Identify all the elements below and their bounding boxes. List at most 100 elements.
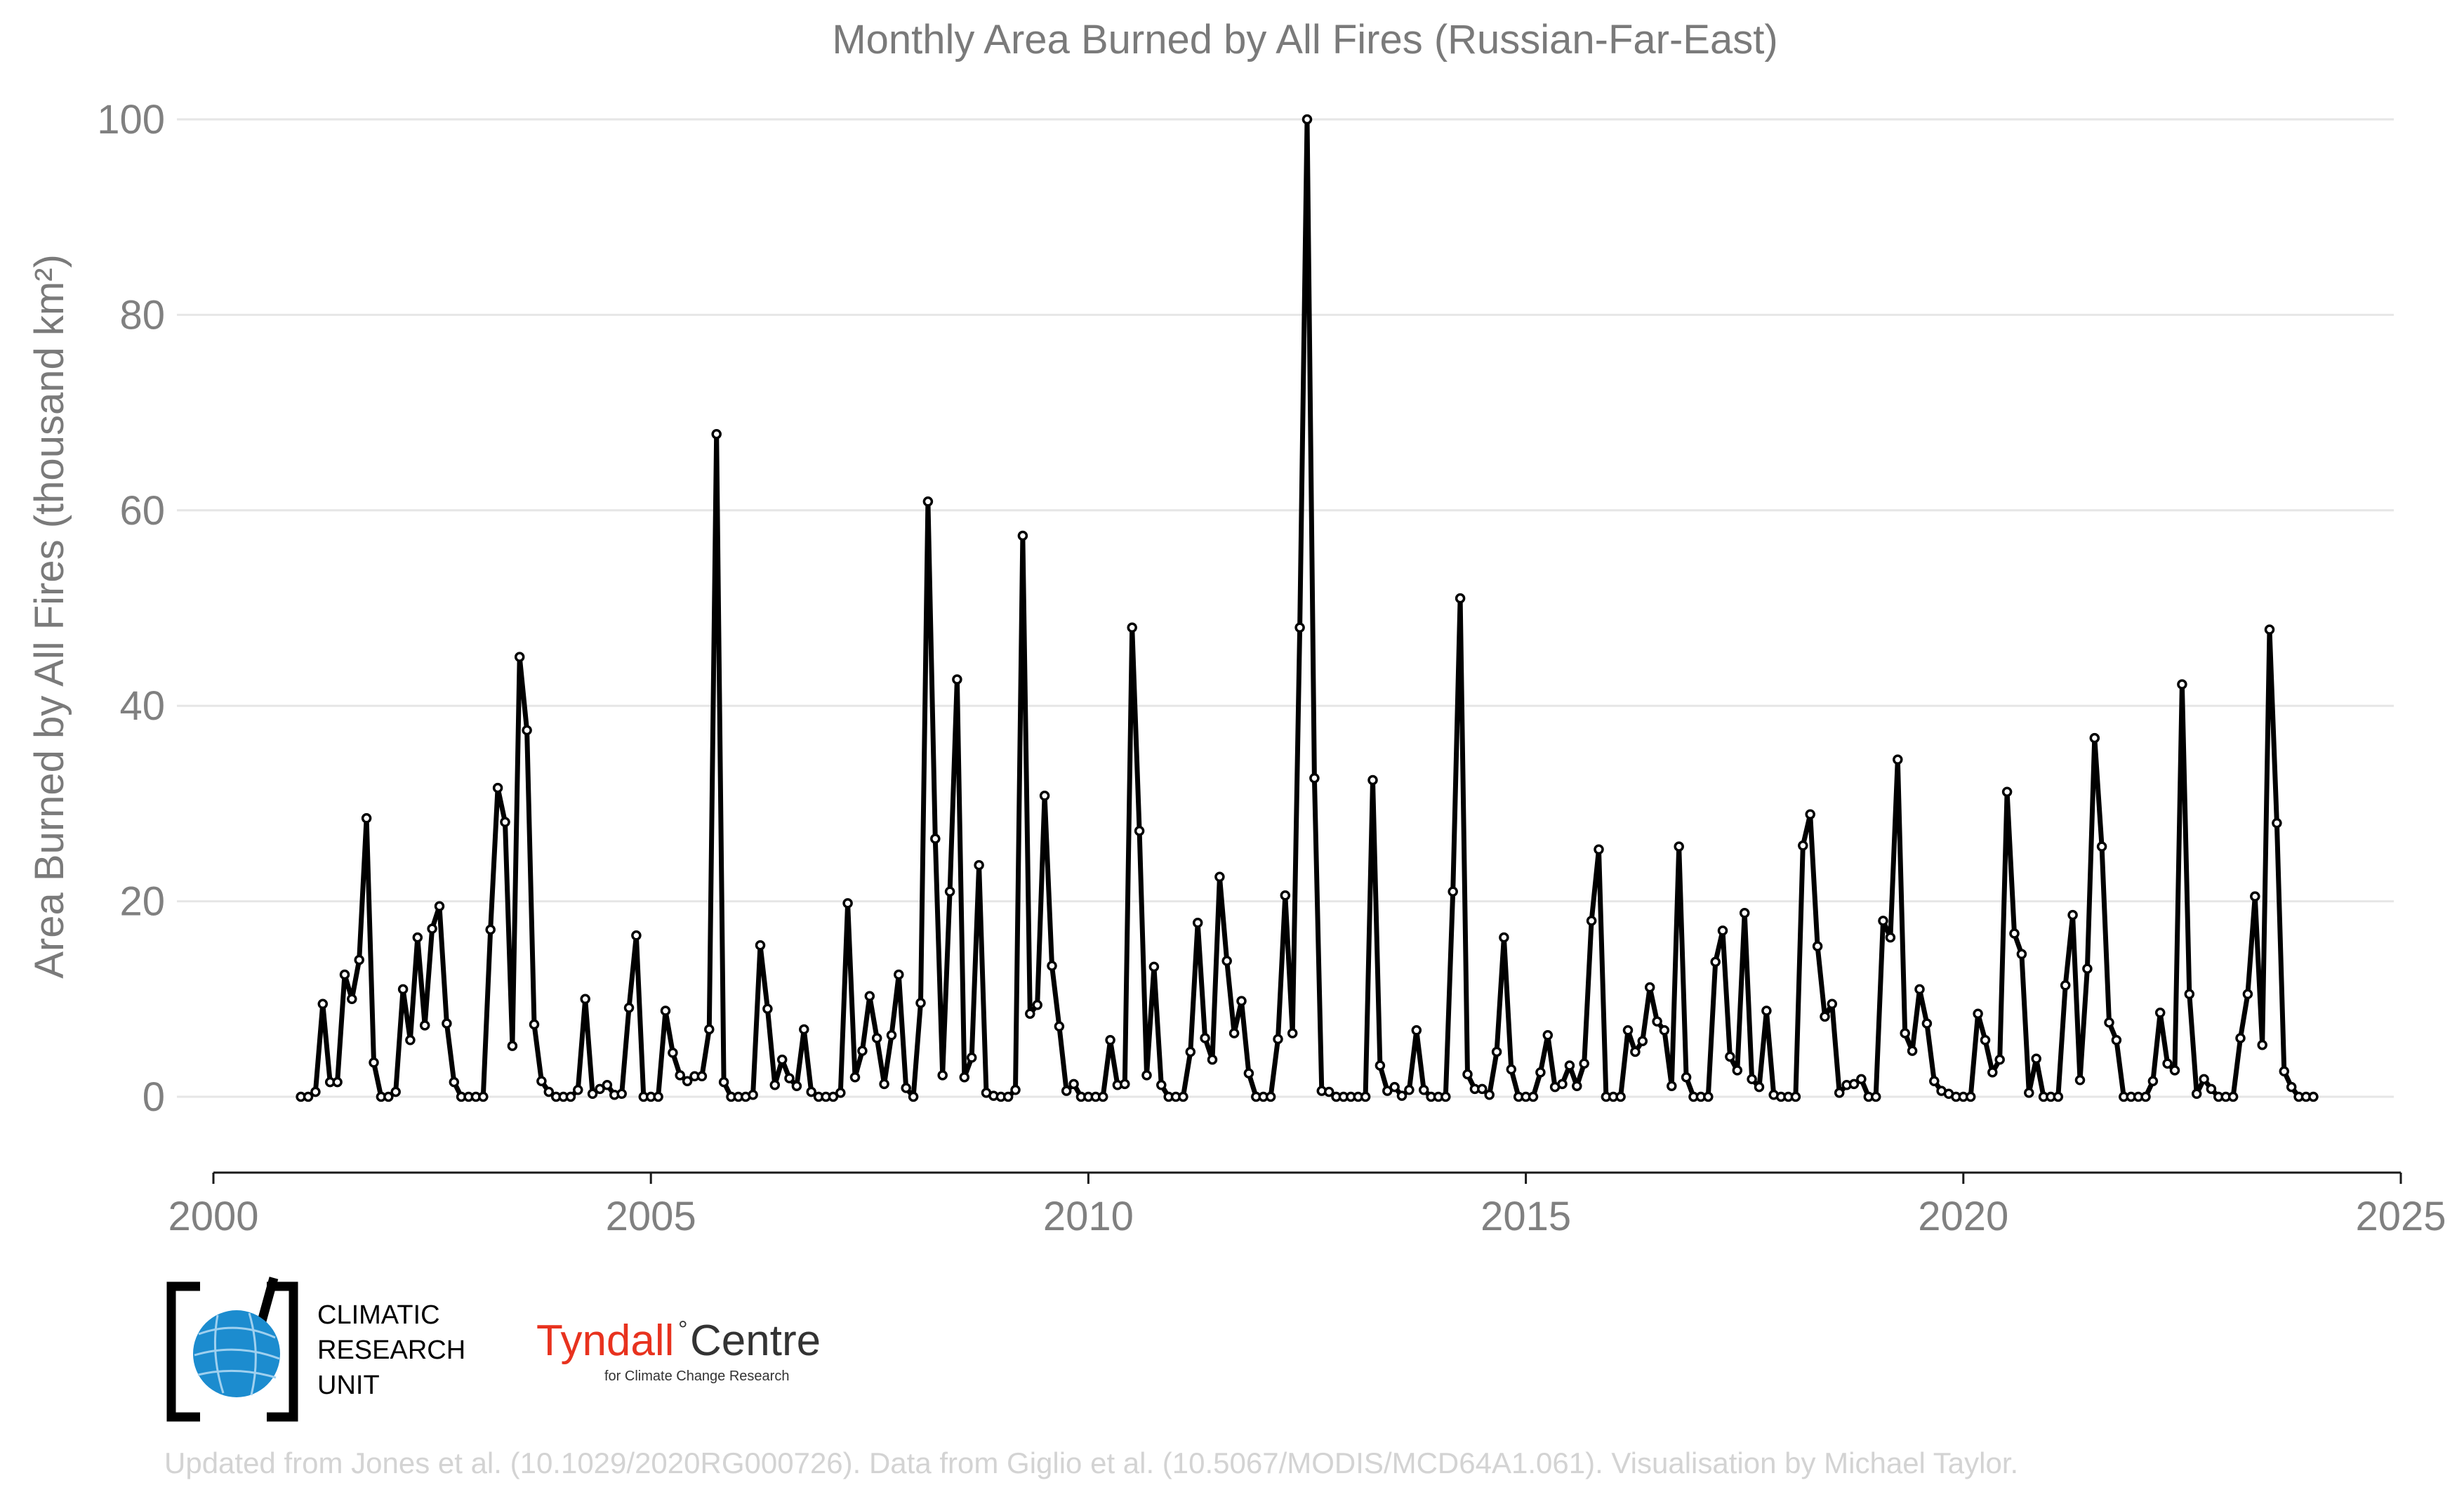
data-point	[2024, 1088, 2034, 1098]
cru-text-line3: UNIT	[317, 1371, 380, 1400]
x-tick-label: 2020	[1918, 1194, 2008, 1239]
data-point	[1455, 593, 1466, 604]
data-point	[762, 1003, 773, 1014]
cru-text-line1: CLIMATIC	[317, 1300, 440, 1330]
data-point	[310, 1086, 321, 1097]
y-axis-label: Area Burned by All Fires (thousand km²)	[27, 254, 72, 979]
data-point	[1856, 1074, 1867, 1085]
data-point	[1681, 1071, 1692, 1083]
data-point	[1280, 890, 1291, 901]
data-point	[1120, 1079, 1130, 1090]
data-point	[427, 923, 437, 934]
data-point	[682, 1076, 693, 1086]
data-point	[1141, 1070, 1152, 1081]
data-point	[1535, 1067, 1546, 1078]
data-point	[1973, 1008, 1983, 1019]
data-point	[718, 1076, 729, 1088]
y-gridlines	[177, 118, 2394, 1098]
data-point	[1214, 871, 1225, 883]
x-tick-label: 2005	[606, 1194, 696, 1239]
data-point	[1484, 1089, 1495, 1100]
data-point	[1827, 998, 1838, 1010]
data-point	[784, 1073, 795, 1083]
data-point	[1528, 1091, 1539, 1102]
data-point	[339, 969, 350, 980]
data-point	[2199, 1074, 2209, 1085]
data-point	[347, 994, 357, 1005]
data-point	[1389, 1081, 1400, 1093]
data-point	[704, 1024, 715, 1035]
data-point	[1870, 1091, 1881, 1102]
data-point	[580, 994, 590, 1005]
data-point	[1885, 932, 1896, 943]
data-point	[2111, 1035, 2122, 1046]
tyndall-centre: Centre	[690, 1317, 821, 1365]
data-point	[2001, 786, 2013, 797]
data-point	[894, 969, 904, 980]
data-point	[1265, 1091, 1276, 1102]
data-points	[296, 114, 2319, 1102]
data-point	[2016, 949, 2027, 960]
data-point	[1805, 809, 1815, 819]
data-point	[1068, 1079, 1079, 1090]
data-point	[1747, 1074, 1757, 1085]
data-point	[1900, 1028, 1910, 1038]
data-point	[1615, 1091, 1626, 1102]
data-point	[959, 1071, 970, 1083]
data-point	[2140, 1091, 2151, 1102]
data-point	[1375, 1060, 1386, 1071]
data-point	[1273, 1034, 1283, 1045]
data-point	[1659, 1025, 1670, 1036]
data-point	[1178, 1091, 1188, 1102]
data-point	[1243, 1068, 1254, 1079]
data-point	[1134, 826, 1145, 836]
data-point	[696, 1071, 708, 1082]
data-point	[1221, 956, 1232, 966]
cru-logo: CLIMATIC RESEARCH UNIT	[166, 1277, 465, 1422]
data-point	[1097, 1091, 1108, 1102]
data-point	[1790, 1091, 1801, 1102]
data-point	[536, 1076, 547, 1086]
data-point	[1644, 982, 1655, 993]
data-point	[2235, 1033, 2246, 1043]
data-point	[1418, 1085, 1429, 1095]
x-tick-label: 2015	[1481, 1194, 1571, 1239]
data-point	[2272, 817, 2282, 829]
data-point	[1667, 1081, 1677, 1091]
data-point	[485, 924, 496, 935]
data-point	[857, 1046, 868, 1056]
data-point	[952, 674, 962, 685]
data-point	[412, 932, 423, 943]
data-point	[2169, 1065, 2180, 1076]
data-point	[602, 1080, 613, 1090]
data-point	[791, 1081, 802, 1091]
data-point	[1287, 1028, 1298, 1038]
data-point	[1039, 791, 1050, 801]
data-point	[2060, 980, 2071, 991]
data-point	[369, 1057, 379, 1068]
data-point	[492, 782, 503, 793]
data-point	[864, 991, 875, 1001]
tyndall-name: Tyndall	[536, 1317, 674, 1365]
data-point	[930, 833, 941, 844]
data-point	[711, 428, 722, 440]
data-point	[1739, 908, 1750, 918]
data-point	[1732, 1065, 1743, 1076]
cru-bracket-icon	[166, 1277, 298, 1422]
y-tick-labels: 0 20 40 60 80 100	[97, 97, 165, 1120]
data-point	[1914, 984, 1925, 995]
data-point	[1929, 1076, 1940, 1086]
data-point	[1047, 961, 1057, 971]
x-ticks	[212, 1173, 2402, 1184]
x-tick-label: 2000	[168, 1194, 258, 1239]
data-point	[1491, 1046, 1502, 1057]
data-point	[1703, 1091, 1714, 1102]
data-point	[748, 1089, 758, 1100]
data-point	[915, 998, 926, 1008]
data-point	[1725, 1051, 1735, 1062]
data-point	[587, 1088, 598, 1100]
data-point	[974, 859, 984, 871]
data-point	[1228, 1028, 1240, 1038]
data-point	[1878, 916, 1888, 926]
